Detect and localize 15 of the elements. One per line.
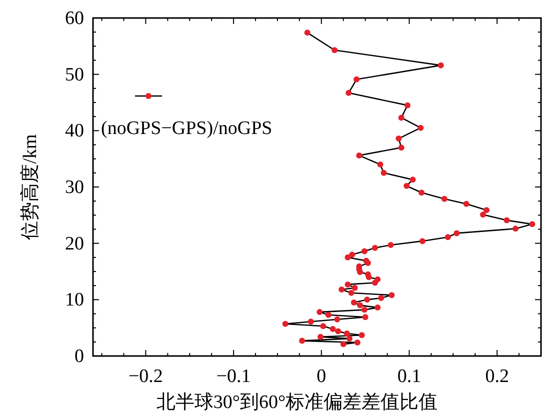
y-tick-label: 50: [65, 64, 84, 86]
legend-label: (noGPS−GPS)/noGPS: [101, 118, 272, 139]
y-tick-label: 60: [65, 8, 84, 29]
y-tick-label: 20: [65, 233, 84, 254]
y-tick-label: 0: [74, 346, 84, 367]
x-tick-label: 0: [316, 366, 326, 387]
y-tick-label: 10: [65, 290, 84, 311]
x-tick-label: 0.2: [485, 366, 509, 387]
x-axis-title: 北半球30°到60°标准偏差差值比值: [156, 392, 438, 413]
x-tick-label: 0.1: [397, 366, 422, 387]
y-axis-title: 位势高度/km: [19, 134, 41, 240]
x-tick-label: −0.1: [216, 366, 251, 387]
y-tick-label: 30: [65, 177, 84, 198]
x-tick-label: −0.2: [128, 366, 163, 387]
y-tick-label: 40: [65, 120, 84, 142]
